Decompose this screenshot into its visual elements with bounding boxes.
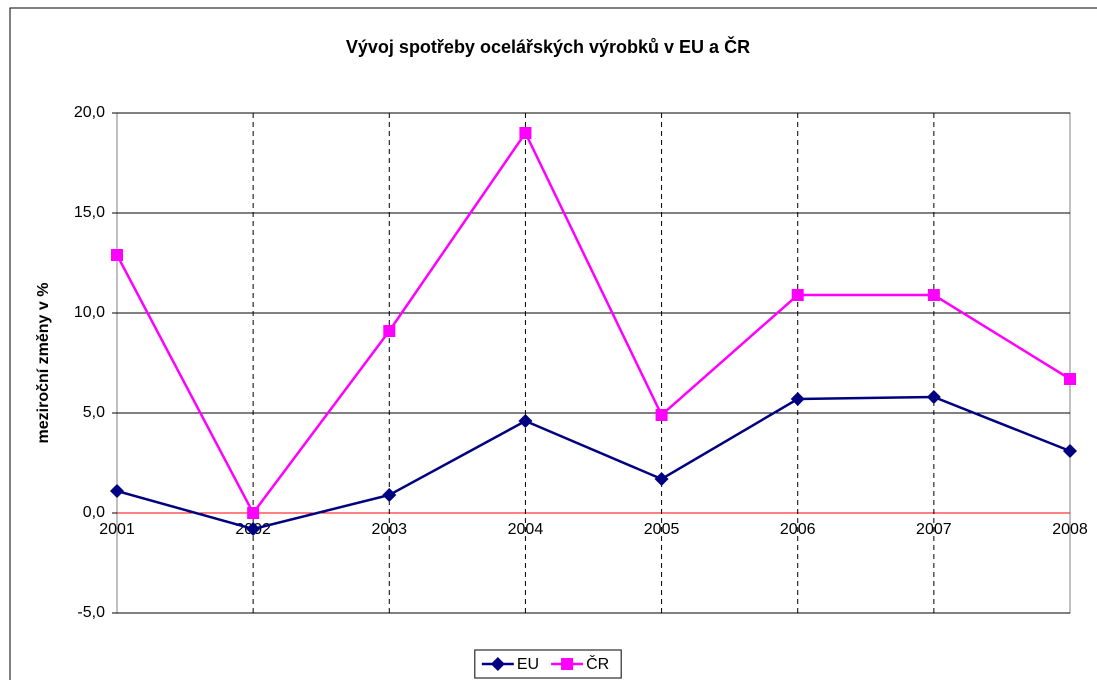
legend: EU ČR	[474, 649, 622, 679]
marker	[655, 409, 668, 421]
marker	[927, 289, 940, 301]
marker	[383, 325, 396, 337]
y-tick-label: -5,0	[77, 604, 105, 621]
line	[115, 130, 1071, 516]
marker	[790, 392, 805, 406]
plot-area	[116, 112, 1071, 614]
line	[116, 395, 1071, 531]
marker	[247, 507, 260, 519]
marker	[110, 484, 124, 498]
x-tick-label: 2004	[508, 521, 544, 538]
legend-label: EU	[517, 656, 539, 673]
marker	[561, 658, 574, 670]
y-tick-label: 10,0	[74, 304, 105, 321]
y-axis-label: meziroční změny v %	[35, 283, 52, 444]
x-tick-label: 2006	[780, 521, 816, 538]
marker	[926, 390, 941, 404]
marker	[246, 522, 261, 536]
chart-title: Vývoj spotřeby ocelářských výrobků v EU …	[346, 36, 750, 57]
marker	[791, 289, 804, 301]
y-tick-label: 0,0	[83, 504, 105, 521]
marker	[490, 657, 505, 671]
x-tick-label: 2005	[644, 521, 680, 538]
y-tick-label: 20,0	[74, 104, 105, 121]
y-tick-label: 15,0	[74, 204, 105, 221]
legend-box	[474, 649, 622, 679]
marker	[382, 488, 397, 502]
x-tick-label: 2008	[1052, 521, 1088, 538]
x-tick-label: 2001	[99, 521, 135, 538]
x-tick-label: 2003	[371, 521, 407, 538]
y-tick-label: 5,0	[83, 404, 105, 421]
marker	[519, 127, 532, 139]
x-tick-label: 2007	[916, 521, 952, 538]
marker	[1064, 373, 1076, 385]
marker	[654, 472, 669, 486]
marker	[1063, 444, 1077, 458]
legend-label: ČR	[586, 654, 609, 673]
marker	[111, 249, 123, 261]
marker	[518, 414, 533, 428]
